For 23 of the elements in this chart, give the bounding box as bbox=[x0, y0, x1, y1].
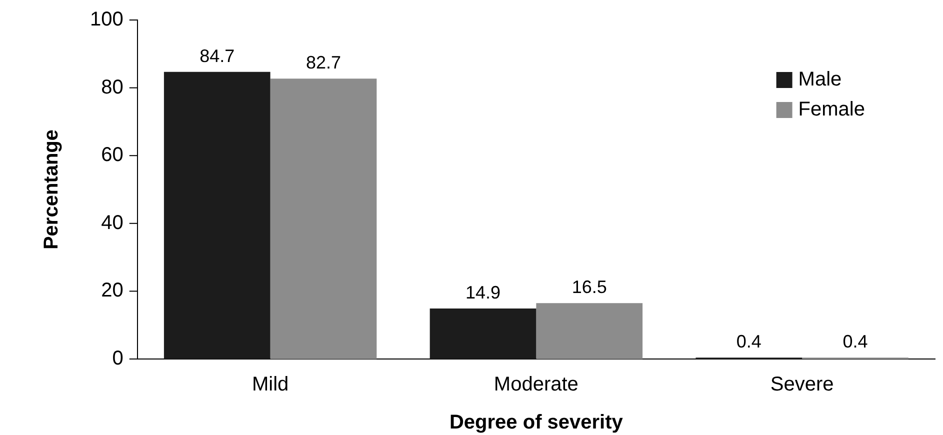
y-tick-label: 100 bbox=[90, 8, 124, 31]
y-axis-title: Percentange bbox=[40, 129, 63, 250]
data-label: 0.4 bbox=[842, 332, 868, 352]
bar bbox=[536, 303, 643, 359]
y-tick-label: 40 bbox=[101, 212, 124, 234]
data-label: 82.7 bbox=[306, 52, 342, 73]
y-tick-label: 80 bbox=[101, 76, 124, 98]
data-label: 84.7 bbox=[200, 46, 235, 66]
legend-label: Male bbox=[798, 68, 842, 91]
data-label: 16.5 bbox=[572, 277, 607, 298]
x-tick-label: Severe bbox=[770, 374, 834, 396]
x-axis-title: Degree of severity bbox=[449, 412, 624, 434]
legend-label: Female bbox=[798, 98, 866, 121]
x-tick-label: Mild bbox=[252, 374, 289, 396]
data-label: 14.9 bbox=[465, 282, 501, 302]
y-tick-label: 20 bbox=[101, 280, 124, 302]
bar bbox=[430, 308, 536, 359]
x-tick-label: Moderate bbox=[494, 374, 578, 396]
data-label: 0.4 bbox=[736, 332, 762, 352]
y-tick-label: 60 bbox=[101, 144, 124, 166]
y-tick-label: 0 bbox=[112, 348, 124, 370]
bar bbox=[164, 72, 270, 359]
bar bbox=[270, 78, 377, 359]
